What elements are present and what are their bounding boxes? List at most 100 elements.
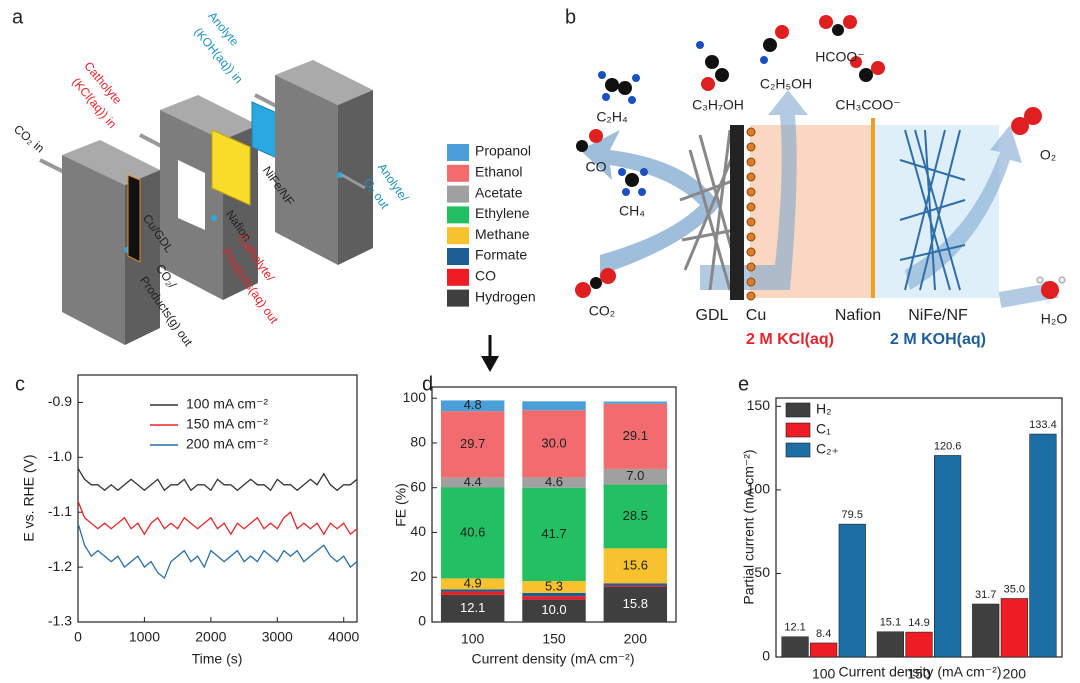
bar-label: 133.4 bbox=[1029, 419, 1057, 431]
molecule-label: O₂ bbox=[1040, 147, 1056, 163]
legend-swatch bbox=[447, 227, 469, 245]
panel-letter: d bbox=[422, 373, 433, 395]
y-tick-label: 60 bbox=[410, 478, 426, 494]
y-tick-label: 100 bbox=[747, 481, 771, 497]
bar-label: 7.0 bbox=[626, 468, 644, 483]
legend-swatch bbox=[785, 402, 811, 418]
molecule-label: CO₂ bbox=[589, 303, 615, 319]
bar-label: 8.4 bbox=[816, 628, 831, 640]
line-series bbox=[77, 467, 358, 492]
molecule-label: C₂H₅OH bbox=[760, 76, 812, 92]
x-axis-label: Time (s) bbox=[192, 651, 243, 667]
legend-swatch bbox=[447, 248, 469, 265]
x-tick-label: 200 bbox=[1003, 666, 1027, 682]
bar-label: 15.6 bbox=[623, 557, 648, 572]
legend-swatch bbox=[447, 289, 469, 307]
bar-segment bbox=[440, 591, 505, 595]
legend-label: H₂ bbox=[816, 401, 832, 417]
y-axis-label: FE (%) bbox=[393, 483, 409, 527]
bar-segment bbox=[440, 411, 505, 478]
bar-segment bbox=[440, 594, 505, 622]
bar-segment bbox=[522, 599, 586, 622]
legend-label: 100 mA cm⁻² bbox=[186, 396, 268, 412]
legend-swatch bbox=[785, 422, 811, 438]
y-tick-label: -1.3 bbox=[48, 613, 72, 629]
bar bbox=[810, 642, 838, 658]
bar-segment bbox=[603, 548, 668, 584]
bar-segment bbox=[440, 477, 505, 488]
panel-letter: c bbox=[15, 373, 25, 395]
legend-label: Propanol bbox=[475, 143, 531, 159]
pointer-arrow bbox=[481, 335, 499, 372]
y-tick-label: -1.1 bbox=[48, 503, 72, 519]
y-axis-label: E vs. RHE (V) bbox=[21, 454, 37, 541]
bar-label: 4.4 bbox=[464, 474, 482, 489]
bar-segment bbox=[522, 581, 586, 593]
bar-segment bbox=[522, 592, 586, 597]
bar-label: 5.3 bbox=[545, 578, 563, 593]
bar-segment bbox=[440, 487, 505, 579]
cell-label: GDL bbox=[696, 307, 729, 324]
bar-label: 4.8 bbox=[464, 397, 482, 412]
bar-label: 30.0 bbox=[541, 435, 566, 450]
molecule-label: CH₄ bbox=[619, 203, 645, 219]
bar-segment bbox=[603, 401, 668, 404]
electrolyte-label: 2 M KOH(aq) bbox=[890, 331, 986, 348]
bar-segment bbox=[603, 484, 668, 549]
bar-label: 10.0 bbox=[541, 602, 566, 617]
y-tick-label: 0 bbox=[762, 648, 770, 664]
bar-label: 79.5 bbox=[842, 509, 863, 521]
bar-segment bbox=[603, 403, 668, 469]
panel-letter: a bbox=[12, 6, 24, 28]
legend-label: C₁ bbox=[816, 421, 831, 437]
bar-label: 12.1 bbox=[460, 600, 485, 615]
y-tick-label: 40 bbox=[410, 523, 426, 539]
y-tick-label: 20 bbox=[410, 568, 426, 584]
legend-label: Acetate bbox=[475, 184, 523, 200]
cell-label: NiFe/NF bbox=[908, 307, 968, 324]
bar-label: 31.7 bbox=[975, 589, 996, 601]
bar-segment bbox=[603, 583, 668, 586]
bar-segment bbox=[522, 401, 586, 411]
x-tick-label: 0 bbox=[74, 629, 82, 645]
x-tick-label: 100 bbox=[461, 631, 485, 647]
bar bbox=[905, 631, 933, 658]
x-tick-label: 3000 bbox=[262, 629, 293, 645]
x-tick-label: 4000 bbox=[328, 629, 359, 645]
bar-segment bbox=[522, 477, 586, 488]
y-tick-label: -0.9 bbox=[48, 393, 72, 409]
bar-label: 15.8 bbox=[623, 596, 648, 611]
y-tick-label: 150 bbox=[747, 397, 771, 413]
bar bbox=[1029, 433, 1057, 658]
legend-label: 150 mA cm⁻² bbox=[186, 416, 268, 432]
legend-label: Methane bbox=[475, 226, 530, 242]
legend-swatch bbox=[447, 144, 469, 161]
bar-label: 40.6 bbox=[460, 524, 485, 539]
legend-label: Ethanol bbox=[475, 164, 522, 180]
bar-segment bbox=[440, 400, 505, 412]
y-tick-label: -1.2 bbox=[48, 558, 72, 574]
legend-label: Formate bbox=[475, 247, 527, 263]
legend-label: Ethylene bbox=[475, 205, 530, 221]
bar bbox=[876, 631, 904, 658]
molecule-label: C₂H₄ bbox=[596, 109, 628, 125]
legend-label: Hydrogen bbox=[475, 288, 536, 304]
legend-label: C₂₊ bbox=[816, 441, 839, 457]
cell-diagram bbox=[575, 15, 1066, 308]
y-axis-label: Partial current (mA cm⁻²) bbox=[741, 449, 757, 604]
y-tick-label: -1.0 bbox=[48, 448, 72, 464]
bar-label: 120.6 bbox=[934, 440, 962, 452]
bar-label: 41.7 bbox=[541, 526, 566, 541]
bar-label: 28.5 bbox=[623, 508, 648, 523]
legend-swatch bbox=[447, 164, 469, 182]
molecules bbox=[575, 15, 1066, 299]
schematic-label: CO₂ in bbox=[11, 122, 47, 155]
bar-segment bbox=[440, 578, 505, 590]
bar-label: 35.0 bbox=[1004, 583, 1025, 595]
bar bbox=[972, 603, 1000, 658]
bar-label: 29.7 bbox=[460, 436, 485, 451]
molecule-label: CH₃COO⁻ bbox=[835, 97, 900, 113]
x-tick-label: 150 bbox=[907, 666, 931, 682]
molecule-label: CO bbox=[586, 159, 607, 175]
